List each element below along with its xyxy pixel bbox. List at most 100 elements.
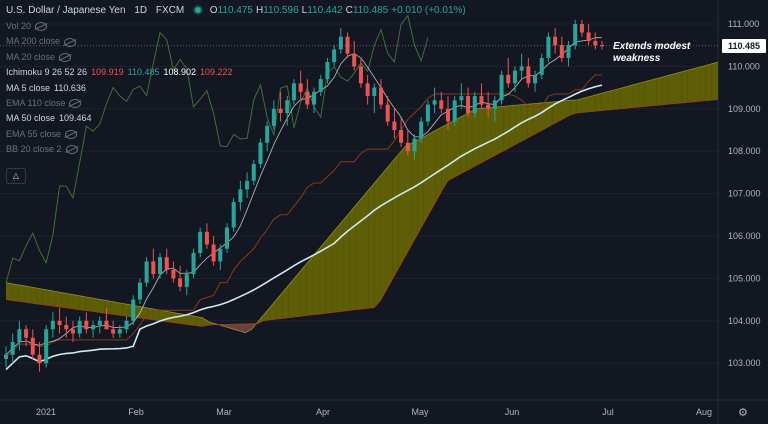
indicator-row[interactable]: Ichimoku 9 26 52 26 109.919 110.485 108.902…	[6, 66, 233, 78]
candle-body	[419, 121, 424, 139]
cloud-bull-segment	[484, 107, 491, 161]
cloud-bull-segment	[362, 190, 369, 309]
cloud-bull-segment	[552, 101, 559, 125]
eye-hidden-icon[interactable]	[65, 129, 78, 139]
cloud-bull-segment	[380, 168, 387, 301]
cloud-bull-segment	[368, 183, 375, 309]
y-tick-label: 111.000	[728, 19, 759, 29]
cloud-bull-segment	[67, 293, 74, 309]
cloud-bull-segment	[374, 175, 381, 308]
candle-body	[117, 329, 122, 334]
cloud-bull-segment	[601, 91, 608, 111]
interval-label[interactable]: 1D	[134, 5, 148, 16]
indicator-row[interactable]: BB 20 close 2	[6, 143, 78, 155]
cloud-bull-segment	[122, 303, 129, 317]
indicator-value: 109.464	[59, 113, 92, 124]
x-tick-label: Apr	[316, 407, 330, 417]
eye-hidden-icon[interactable]	[65, 145, 78, 155]
candle-body	[519, 66, 524, 71]
cloud-bull-segment	[411, 140, 418, 246]
candle-body	[218, 248, 223, 262]
cloud-bull-segment	[595, 93, 602, 112]
cloud-bull-segment	[104, 300, 111, 314]
candle-body	[111, 329, 116, 334]
indicator-row[interactable]: EMA 110 close	[6, 97, 82, 109]
candle-body	[405, 142, 410, 152]
candle-body	[486, 104, 491, 109]
candle-body	[64, 325, 69, 330]
candle-body	[506, 74, 511, 84]
cloud-bull-segment	[509, 105, 516, 148]
cloud-bull-segment	[404, 143, 412, 257]
cloud-bear-segment	[245, 323, 252, 333]
cloud-bull-segment	[570, 99, 577, 115]
cloud-bull-segment	[503, 105, 510, 152]
candle-body	[579, 24, 584, 33]
candle-body	[137, 282, 142, 300]
eye-hidden-icon[interactable]	[69, 99, 82, 109]
eye-hidden-icon[interactable]	[59, 52, 72, 62]
cloud-bull-segment	[662, 75, 669, 105]
indicator-row[interactable]: EMA 55 close	[6, 128, 78, 140]
cloud-bull-segment	[687, 68, 694, 103]
candle-body	[553, 36, 558, 46]
candle-body	[432, 100, 437, 105]
cloud-bull-segment	[625, 85, 633, 109]
cloud-bull-segment	[73, 294, 80, 310]
candle-body	[332, 49, 337, 63]
candle-body	[57, 320, 62, 326]
ohlc-value: 110.485	[352, 5, 389, 16]
candle-body	[539, 57, 544, 75]
x-tick-label: Aug	[696, 407, 712, 417]
cloud-bull-segment	[134, 305, 142, 319]
candle-body	[412, 138, 417, 152]
y-tick-label: 105.000	[728, 273, 761, 283]
ohlc-value: +0.010 (+0.01%)	[391, 5, 466, 16]
indicator-row[interactable]: MA 5 close 110.636	[6, 82, 86, 94]
cloud-bull-segment	[24, 285, 31, 303]
y-tick-label: 108.000	[728, 146, 761, 156]
candle-body	[104, 320, 109, 330]
candle-body	[291, 83, 296, 101]
cloud-bull-segment	[386, 161, 393, 290]
candle-body	[512, 70, 517, 84]
indicator-value: 109.919	[91, 67, 124, 78]
cloud-bull-segment	[650, 78, 657, 106]
ohlc-value: 110.442	[307, 5, 343, 16]
eye-hidden-icon[interactable]	[64, 37, 77, 47]
indicator-row[interactable]: MA 20 close	[6, 51, 72, 63]
cloud-bull-segment	[490, 106, 498, 158]
exchange-label: FXCM	[155, 5, 185, 16]
candle-body	[158, 257, 163, 275]
cloud-bull-segment	[460, 113, 467, 175]
candle-body	[17, 329, 22, 342]
settings-gear-icon[interactable]: ⚙	[738, 407, 748, 419]
indicator-row[interactable]: MA 200 close	[6, 35, 77, 47]
candle-body	[238, 189, 243, 203]
candle-body	[198, 231, 203, 253]
candle-body	[526, 66, 531, 84]
indicator-row[interactable]: MA 50 close 109.464	[6, 112, 92, 124]
cloud-bull-segment	[91, 297, 99, 313]
cloud-bull-segment	[576, 98, 583, 113]
y-tick-label: 103.000	[728, 358, 761, 368]
candle-body	[358, 66, 363, 84]
indicator-row[interactable]: Vol 20	[6, 20, 48, 32]
eye-hidden-icon[interactable]	[35, 22, 48, 32]
ohlc-value: 110.596	[263, 5, 299, 16]
candle-body	[285, 100, 290, 114]
collapse-legend-button[interactable]: △	[6, 168, 26, 184]
cloud-bull-segment	[638, 81, 645, 108]
candle-body	[559, 45, 564, 58]
cloud-bull-segment	[337, 219, 344, 312]
indicator-label: BB 20 close 2	[6, 144, 62, 155]
candle-body	[325, 62, 330, 80]
candle-body	[278, 108, 283, 114]
cloud-bull-segment	[417, 136, 424, 235]
candle-body	[593, 40, 598, 46]
cloud-bull-segment	[466, 110, 473, 171]
symbol-name[interactable]: U.S. Dollar / Japanese Yen	[6, 5, 126, 16]
indicator-label: EMA 110 close	[6, 98, 66, 108]
